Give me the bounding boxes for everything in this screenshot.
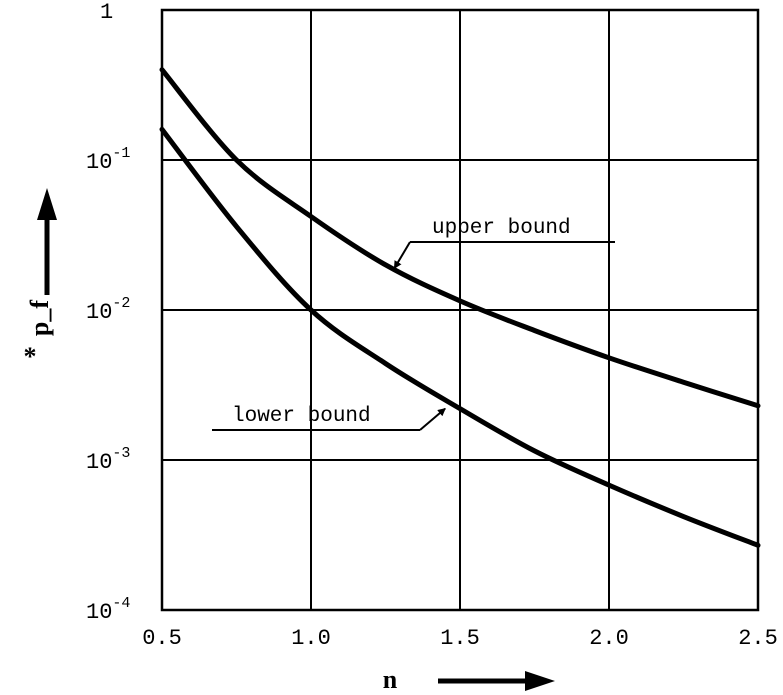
y-tick-labels: 1 10-1 10-2 10-3 10-4 (86, 0, 130, 625)
x-tick-label: 2.5 (738, 626, 778, 651)
y-axis-label-group: p_f (25, 300, 54, 336)
y-axis-arrow (37, 188, 57, 295)
annotation-label-lower-bound: lower bound (232, 405, 371, 428)
x-tick-labels: 0.5 1.0 1.5 2.0 2.5 (142, 626, 778, 651)
x-axis-arrow (438, 671, 555, 691)
y-tick-label: 10-3 (86, 445, 130, 475)
annotations: upper bound lower bound (212, 217, 615, 431)
x-tick-label: 2.0 (589, 626, 629, 651)
grid (161, 9, 759, 611)
svg-text:p_f: p_f (25, 300, 54, 336)
series-line-lower-bound (159, 126, 761, 548)
y-axis-label-star: * (24, 342, 37, 371)
annotation-leader (419, 407, 446, 431)
y-axis-label: p_f (25, 300, 54, 336)
x-axis-label: n (383, 665, 398, 694)
x-tick-label: 0.5 (142, 626, 182, 651)
plot-frame (160, 8, 760, 612)
annotation-label-upper-bound: upper bound (432, 217, 571, 240)
y-tick-label: 1 (100, 0, 113, 25)
x-tick-label: 1.5 (440, 626, 480, 651)
annotation-leader (393, 241, 411, 270)
series-curves (159, 67, 761, 548)
annotation-lower-bound: lower bound (212, 405, 446, 431)
y-tick-label: 10-2 (86, 295, 130, 325)
y-tick-label: 10-1 (86, 145, 130, 175)
annotation-upper-bound: upper bound (393, 217, 615, 270)
x-tick-label: 1.0 (291, 626, 331, 651)
series-line-upper-bound (159, 67, 761, 409)
y-tick-label: 10-4 (86, 595, 130, 625)
